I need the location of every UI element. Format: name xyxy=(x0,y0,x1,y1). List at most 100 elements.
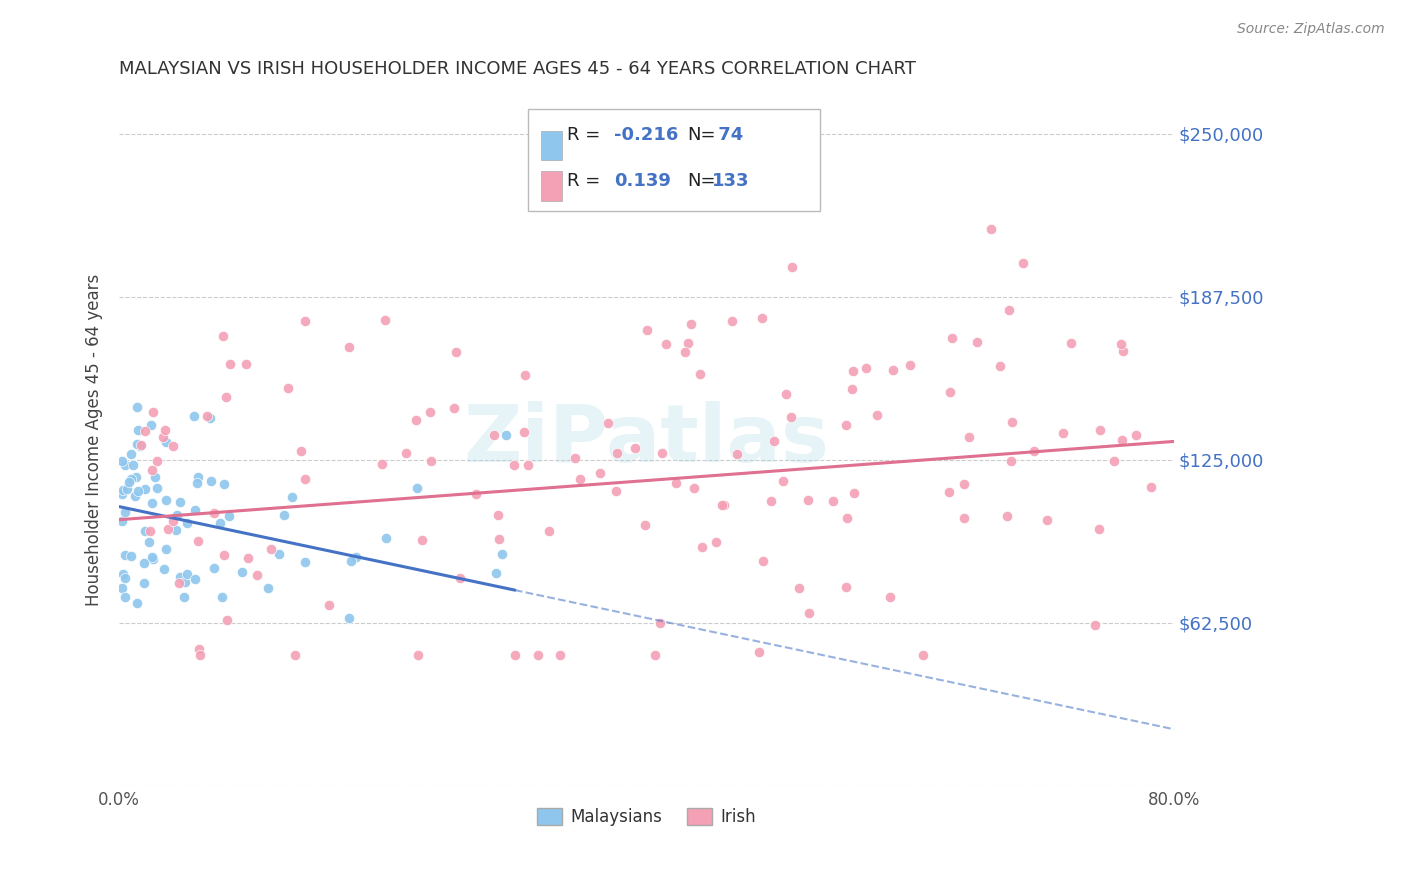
Point xyxy=(713,499,735,513)
Point xyxy=(1090,423,1112,437)
Point xyxy=(111,453,134,467)
Point xyxy=(449,571,471,585)
Point xyxy=(775,386,797,401)
Point xyxy=(675,344,697,359)
Point xyxy=(953,510,976,524)
Point xyxy=(406,648,429,663)
Point xyxy=(419,453,441,467)
Point xyxy=(129,437,152,451)
Point xyxy=(186,475,208,490)
Point xyxy=(564,451,586,466)
Point xyxy=(835,580,858,594)
Point xyxy=(183,409,205,423)
Point xyxy=(215,390,238,404)
Point xyxy=(195,409,218,423)
Point xyxy=(111,487,134,501)
Point xyxy=(721,314,744,328)
Point xyxy=(411,533,433,548)
Point xyxy=(882,363,904,377)
Point xyxy=(772,474,794,488)
Text: Source: ZipAtlas.com: Source: ZipAtlas.com xyxy=(1237,22,1385,37)
Point xyxy=(202,506,225,520)
Point xyxy=(128,438,150,452)
Point xyxy=(173,590,195,604)
Point xyxy=(759,494,782,508)
Text: N=: N= xyxy=(688,127,716,145)
Point xyxy=(344,550,367,565)
Point xyxy=(169,569,191,583)
Point xyxy=(120,447,142,461)
Point xyxy=(212,548,235,562)
Point xyxy=(835,418,858,433)
Point xyxy=(318,599,340,613)
Point xyxy=(120,472,142,486)
Point xyxy=(941,331,963,345)
Point xyxy=(1125,428,1147,442)
Point xyxy=(111,514,134,528)
Point xyxy=(260,541,283,556)
Point xyxy=(879,590,901,604)
Text: R =: R = xyxy=(568,127,606,145)
Point xyxy=(219,357,242,371)
Point xyxy=(841,382,863,396)
Point xyxy=(280,490,302,504)
Point xyxy=(683,481,706,495)
Point xyxy=(187,642,209,657)
Point xyxy=(842,364,865,378)
Point xyxy=(162,439,184,453)
Point xyxy=(235,357,257,371)
Point xyxy=(143,469,166,483)
Point xyxy=(762,434,785,449)
Point xyxy=(513,425,536,439)
Point xyxy=(636,323,658,337)
Point xyxy=(752,554,775,568)
Point xyxy=(486,508,509,523)
Point xyxy=(938,384,960,399)
Point xyxy=(995,509,1018,524)
Text: 74: 74 xyxy=(713,127,744,145)
Point xyxy=(111,567,134,582)
Point xyxy=(294,555,316,569)
Point xyxy=(651,446,673,460)
Point xyxy=(139,417,162,432)
Text: -0.216: -0.216 xyxy=(614,127,678,145)
Point xyxy=(257,581,280,595)
Point xyxy=(211,591,233,605)
Point xyxy=(1000,454,1022,468)
Point xyxy=(125,469,148,483)
Point xyxy=(134,524,156,538)
Point xyxy=(111,581,134,595)
Point xyxy=(502,458,524,472)
Point xyxy=(290,444,312,458)
Point xyxy=(606,446,628,460)
Point xyxy=(938,485,960,500)
Y-axis label: Householder Income Ages 45 - 64 years: Householder Income Ages 45 - 64 years xyxy=(86,274,103,607)
Point xyxy=(1111,433,1133,447)
Point xyxy=(665,476,688,491)
Point xyxy=(166,508,188,523)
Point xyxy=(676,335,699,350)
Point xyxy=(111,483,134,498)
Point xyxy=(1088,522,1111,536)
Point xyxy=(127,423,149,437)
Point xyxy=(623,441,645,455)
Point xyxy=(142,405,165,419)
Point xyxy=(821,493,844,508)
Point xyxy=(174,574,197,589)
Point xyxy=(405,413,427,427)
Point xyxy=(898,358,921,372)
Point xyxy=(294,314,316,328)
Point xyxy=(202,561,225,575)
Point xyxy=(395,446,418,460)
Point xyxy=(141,463,163,477)
Point xyxy=(837,510,859,524)
Point xyxy=(187,533,209,548)
Point xyxy=(200,410,222,425)
Point xyxy=(200,474,222,488)
Point xyxy=(114,548,136,562)
Point xyxy=(1102,454,1125,468)
Point xyxy=(238,551,260,566)
Point xyxy=(132,576,155,591)
Point xyxy=(1012,256,1035,270)
Point xyxy=(120,549,142,563)
